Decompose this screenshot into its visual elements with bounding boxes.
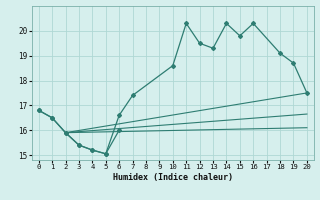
X-axis label: Humidex (Indice chaleur): Humidex (Indice chaleur) [113,173,233,182]
